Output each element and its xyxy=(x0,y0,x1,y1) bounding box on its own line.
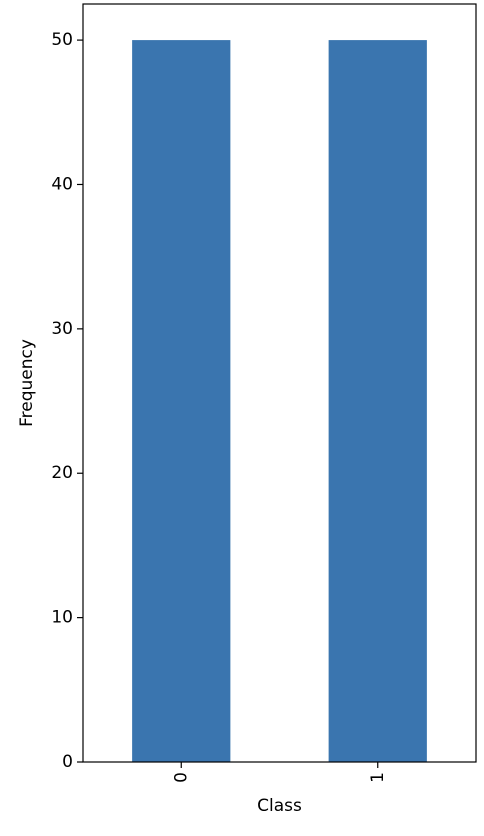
y-tick-label-20: 20 xyxy=(51,463,73,483)
y-axis-label: Frequency xyxy=(17,339,37,427)
bar-0 xyxy=(132,40,231,763)
y-tick-label-0: 0 xyxy=(62,752,73,772)
x-axis-label: Class xyxy=(257,796,302,816)
bar-1 xyxy=(328,40,427,763)
y-tick-label-30: 30 xyxy=(51,319,73,339)
y-tick-label-40: 40 xyxy=(51,174,73,194)
plot-area-frame xyxy=(82,3,477,763)
x-tick-label-1: 1 xyxy=(368,772,388,783)
bars-group xyxy=(132,40,427,763)
y-tick-label-10: 10 xyxy=(51,608,73,628)
x-tick-label-0: 0 xyxy=(171,772,191,783)
y-tick-label-50: 50 xyxy=(51,30,73,50)
y-axis-ticks: 0 10 20 30 40 50 xyxy=(51,30,83,772)
